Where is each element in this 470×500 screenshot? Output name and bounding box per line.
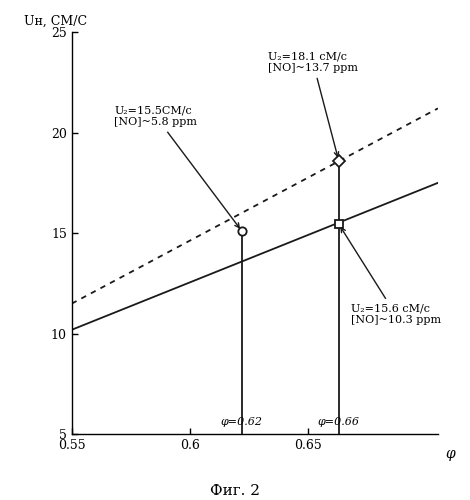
Text: Фиг. 2: Фиг. 2 bbox=[210, 484, 260, 498]
Text: φ: φ bbox=[445, 446, 455, 460]
Text: U₂=15.5СМ/с
[NO]~5.8 ppm: U₂=15.5СМ/с [NO]~5.8 ppm bbox=[114, 106, 239, 228]
Text: Uн, СМ/С: Uн, СМ/С bbox=[24, 15, 87, 28]
Text: U₂=15.6 сМ/с
[NO]~10.3 ppm: U₂=15.6 сМ/с [NO]~10.3 ppm bbox=[341, 228, 441, 325]
Text: φ=0.66: φ=0.66 bbox=[318, 418, 360, 428]
Text: U₂=18.1 сМ/с
[NO]~13.7 ppm: U₂=18.1 сМ/с [NO]~13.7 ppm bbox=[268, 51, 358, 156]
Text: φ=0.62: φ=0.62 bbox=[221, 418, 263, 428]
